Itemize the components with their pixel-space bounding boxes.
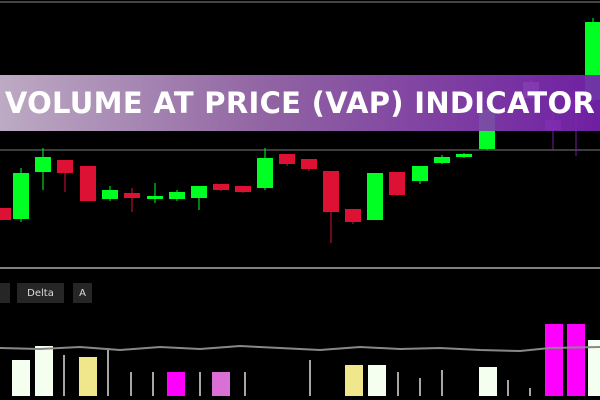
volume-bar bbox=[12, 360, 30, 396]
toolbar-button[interactable] bbox=[0, 283, 10, 303]
volume-bar bbox=[167, 372, 185, 396]
candle-body bbox=[389, 172, 405, 195]
volume-bar bbox=[479, 367, 497, 396]
candle-body bbox=[213, 184, 229, 190]
volume-bar bbox=[368, 365, 386, 396]
banner: VOLUME AT PRICE (VAP) INDICATOR bbox=[0, 75, 600, 131]
candle-body bbox=[191, 186, 207, 198]
candle-body bbox=[235, 186, 251, 192]
banner-title: VOLUME AT PRICE (VAP) INDICATOR bbox=[4, 86, 596, 120]
volume-bar bbox=[35, 346, 53, 396]
volume-bar bbox=[212, 372, 230, 396]
volume bbox=[12, 324, 600, 396]
candle-body bbox=[102, 190, 118, 199]
toolbar-button[interactable]: A bbox=[73, 283, 92, 303]
candle-body bbox=[35, 157, 51, 172]
volume-bar bbox=[79, 357, 97, 396]
toolbar-button[interactable]: Delta bbox=[17, 283, 64, 303]
volume-bar bbox=[567, 324, 585, 396]
candle-body bbox=[412, 166, 428, 181]
candle-body bbox=[124, 193, 140, 198]
candle-body bbox=[57, 160, 73, 173]
candle-body bbox=[80, 166, 96, 201]
candle-body bbox=[434, 157, 450, 163]
candle-body bbox=[456, 154, 472, 157]
volume-bar bbox=[345, 365, 363, 396]
candle-body bbox=[345, 209, 361, 222]
candle-body bbox=[279, 154, 295, 164]
candle-body bbox=[0, 208, 11, 220]
candle-body bbox=[147, 196, 163, 199]
candle-body bbox=[367, 173, 383, 220]
candle-body bbox=[323, 171, 339, 212]
candle-body bbox=[13, 173, 29, 219]
candle-body bbox=[257, 158, 273, 188]
candle-body bbox=[301, 159, 317, 169]
volume-average bbox=[0, 344, 600, 353]
candle-body bbox=[169, 192, 185, 199]
candles bbox=[0, 18, 600, 243]
volume-bar bbox=[588, 340, 600, 396]
volume-bar bbox=[545, 324, 563, 396]
